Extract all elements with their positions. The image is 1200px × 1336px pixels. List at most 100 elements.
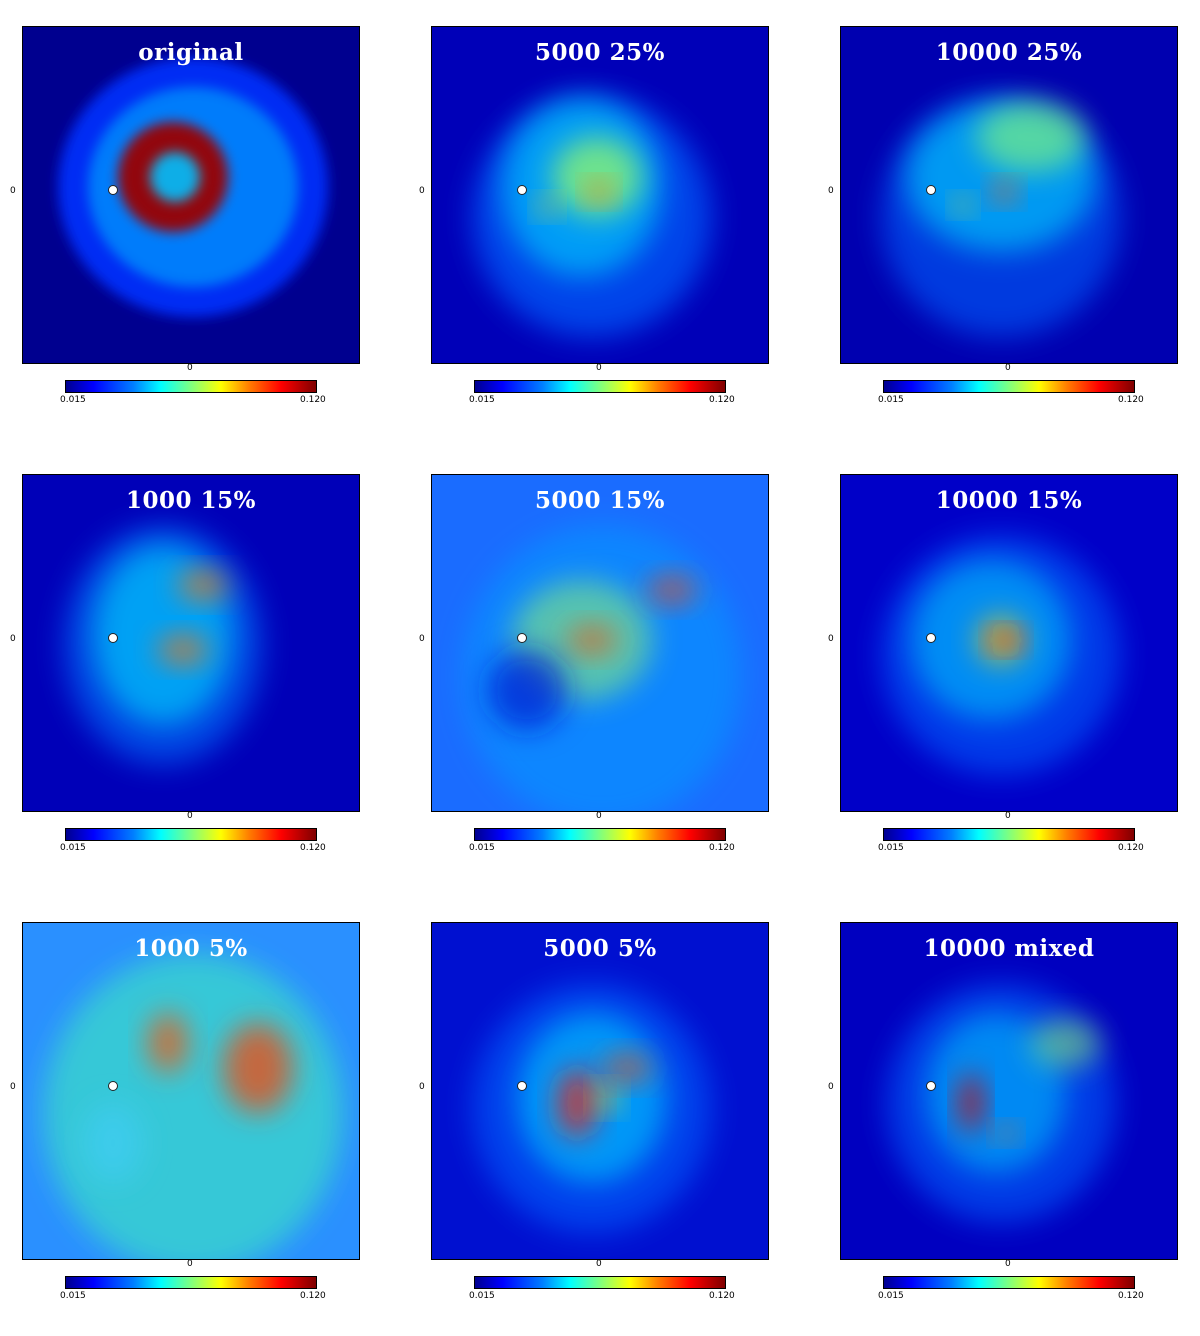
source-marker: [108, 1081, 118, 1091]
intensity-blob: [954, 197, 972, 213]
heatmap-panel: original 0 0 0.015 0.120: [0, 0, 380, 440]
heatmap-panel: 1000 15% 0 0 0.015 0.120: [0, 448, 380, 888]
panel-title: 10000 15%: [935, 487, 1083, 514]
heatmap-image: original: [22, 26, 360, 364]
y-tick-label: 0: [419, 186, 425, 196]
intensity-blob: [992, 182, 1016, 202]
heatmap-image: 10000 15%: [840, 474, 1178, 812]
source-marker: [108, 185, 118, 195]
y-tick-label: 0: [10, 1082, 16, 1092]
source-marker: [517, 633, 527, 643]
y-tick-label: 0: [828, 186, 834, 196]
intensity-blob: [1031, 1018, 1101, 1068]
heatmap-image: 5000 25%: [431, 26, 769, 364]
heatmap-svg: [63, 525, 263, 765]
intensity-blob: [148, 1013, 188, 1073]
intensity-blob: [537, 198, 557, 216]
colorbar: [883, 828, 1135, 841]
intensity-blob: [43, 953, 343, 1259]
colorbar: [474, 1276, 726, 1289]
panel-title: 5000 25%: [535, 39, 665, 66]
x-tick-label: 0: [596, 811, 602, 821]
colorbar: [65, 828, 317, 841]
y-tick-label: 0: [419, 1082, 425, 1092]
heatmap-panel: 5000 25% 0 0 0.015 0.120: [409, 0, 789, 440]
heatmap-panel: 5000 5% 0 0 0.015 0.120: [409, 896, 789, 1336]
intensity-blob: [602, 1053, 652, 1083]
panel-title: 5000 5%: [543, 935, 657, 962]
intensity-blob: [926, 1013, 1066, 1173]
heatmap-image: 10000 mixed: [840, 922, 1178, 1260]
heatmap-image: 1000 15%: [22, 474, 360, 812]
y-tick-label: 0: [419, 634, 425, 644]
heatmap-image: 1000 5%: [22, 922, 360, 1260]
intensity-blob: [647, 575, 697, 605]
colorbar-max-label: 0.120: [1118, 395, 1144, 405]
intensity-blob: [976, 102, 1086, 172]
colorbar-min-label: 0.015: [469, 1291, 495, 1301]
colorbar-max-label: 0.120: [1118, 1291, 1144, 1301]
colorbar-max-label: 0.120: [709, 395, 735, 405]
heatmap-svg: [58, 57, 328, 317]
colorbar-min-label: 0.015: [60, 395, 86, 405]
heatmap-panel: 10000 15% 0 0 0.015 0.120: [818, 448, 1198, 888]
source-marker: [926, 633, 936, 643]
panel-title: 10000 mixed: [923, 935, 1095, 962]
intensity-blob: [567, 625, 617, 655]
panel-title: 1000 5%: [134, 935, 248, 962]
colorbar: [883, 1276, 1135, 1289]
heatmap-image: 5000 15%: [431, 474, 769, 812]
heatmap-image: 10000 25%: [840, 26, 1178, 364]
colorbar-max-label: 0.120: [709, 843, 735, 853]
heatmap-image: 5000 5%: [431, 922, 769, 1260]
x-tick-label: 0: [1005, 363, 1011, 373]
heatmap-svg: [881, 97, 1121, 337]
heatmap-panel: 1000 5% 0 0 0.015 0.120: [0, 896, 380, 1336]
colorbar-min-label: 0.015: [469, 395, 495, 405]
colorbar-min-label: 0.015: [878, 1291, 904, 1301]
y-tick-label: 0: [10, 186, 16, 196]
intensity-blob: [959, 1073, 983, 1133]
colorbar-min-label: 0.015: [878, 395, 904, 405]
intensity-blob: [487, 650, 567, 730]
colorbar-min-label: 0.015: [469, 843, 495, 853]
intensity-blob: [178, 570, 228, 600]
intensity-blob: [223, 1023, 293, 1113]
heatmap-panel: 10000 mixed 0 0 0.015 0.120: [818, 896, 1198, 1336]
heatmap-svg: [886, 983, 1116, 1223]
colorbar-max-label: 0.120: [300, 1291, 326, 1301]
intensity-blob: [587, 182, 611, 202]
x-tick-label: 0: [187, 811, 193, 821]
y-tick-label: 0: [828, 634, 834, 644]
heatmap-svg: [43, 953, 343, 1259]
colorbar: [883, 380, 1135, 393]
y-tick-label: 0: [828, 1082, 834, 1092]
colorbar-max-label: 0.120: [709, 1291, 735, 1301]
heatmap-svg: [881, 535, 1121, 775]
x-tick-label: 0: [1005, 811, 1011, 821]
panel-title: 5000 15%: [535, 487, 665, 514]
colorbar-max-label: 0.120: [300, 395, 326, 405]
y-tick-label: 0: [10, 634, 16, 644]
heatmap-svg: [462, 525, 742, 811]
panel-title: 10000 25%: [935, 39, 1083, 66]
colorbar: [474, 380, 726, 393]
x-tick-label: 0: [187, 1259, 193, 1269]
x-tick-label: 0: [596, 363, 602, 373]
colorbar-min-label: 0.015: [60, 1291, 86, 1301]
x-tick-label: 0: [1005, 1259, 1011, 1269]
x-tick-label: 0: [187, 363, 193, 373]
colorbar: [65, 1276, 317, 1289]
source-marker: [926, 185, 936, 195]
source-marker: [517, 185, 527, 195]
panel-title: original: [138, 39, 244, 66]
intensity-blob: [992, 630, 1020, 650]
intensity-blob: [150, 152, 200, 202]
source-marker: [517, 1081, 527, 1091]
colorbar: [65, 380, 317, 393]
intensity-blob: [158, 635, 208, 665]
colorbar-max-label: 0.120: [300, 843, 326, 853]
heatmap-panel: 5000 15% 0 0 0.015 0.120: [409, 448, 789, 888]
source-marker: [108, 633, 118, 643]
heatmap-svg: [472, 983, 712, 1233]
